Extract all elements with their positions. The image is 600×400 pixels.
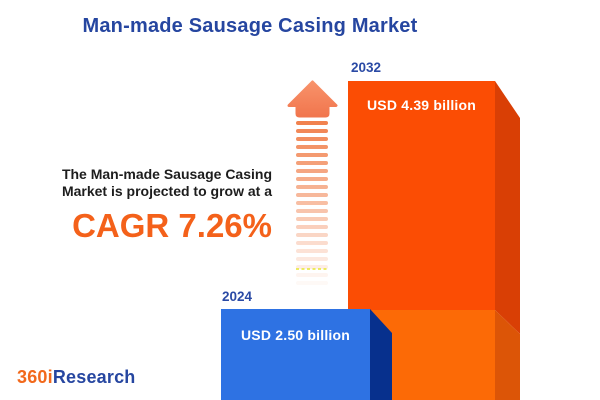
bar-2032-side xyxy=(495,81,520,400)
arrow-dash xyxy=(296,121,328,125)
bar-2032-face-top xyxy=(348,81,495,310)
arrow-dash-yellow-line xyxy=(296,268,328,270)
arrow-dash xyxy=(296,153,328,157)
arrow-dash xyxy=(296,185,328,189)
bar-2032-side-top xyxy=(495,81,520,334)
arrow-head-shape xyxy=(287,80,338,118)
brand-logo: 360iResearch xyxy=(17,367,136,388)
arrow-dash xyxy=(296,273,328,277)
arrow-dash xyxy=(296,241,328,245)
bar-2032-value-label: USD 4.39 billion xyxy=(367,97,476,113)
arrow-dash xyxy=(296,137,328,141)
annotation-line-1: The Man-made Sausage Casing xyxy=(61,166,272,182)
bar-2032-year-label: 2032 xyxy=(351,60,382,75)
arrow-dash xyxy=(296,281,328,285)
bar-2024-face xyxy=(221,309,370,400)
arrow-dash xyxy=(296,145,328,149)
arrow-dash xyxy=(296,177,328,181)
brand-logo-prefix: 360i xyxy=(17,367,53,387)
arrow-dash xyxy=(296,233,328,237)
annotation-line-2: Market is projected to grow at a xyxy=(61,183,272,199)
arrow-dash xyxy=(296,129,328,133)
arrow-dash xyxy=(296,249,328,253)
arrow-dash xyxy=(296,161,328,165)
growth-arrow-icon xyxy=(287,80,338,118)
arrow-dash xyxy=(296,209,328,213)
arrow-dash xyxy=(296,169,328,173)
bar-2024-side-shape xyxy=(370,309,392,400)
bar-2024-year-label: 2024 xyxy=(222,289,253,304)
bar-2032-side-bottom xyxy=(495,310,520,400)
arrow-dash xyxy=(296,217,328,221)
arrow-dashes xyxy=(296,121,328,291)
page-title: Man-made Sausage Casing Market xyxy=(82,15,418,37)
bar-2024-side xyxy=(370,309,392,400)
arrow-dash xyxy=(296,225,328,229)
arrow-dash xyxy=(296,201,328,205)
brand-logo-suffix: Research xyxy=(52,367,136,387)
arrow-dash xyxy=(296,257,328,261)
annotation-block: The Man-made Sausage Casing Market is pr… xyxy=(62,166,272,245)
arrow-dash xyxy=(296,193,328,197)
arrow-dash xyxy=(296,265,328,269)
cagr-value: CAGR 7.26% xyxy=(72,207,272,244)
bar-2024-value-label: USD 2.50 billion xyxy=(241,327,350,343)
